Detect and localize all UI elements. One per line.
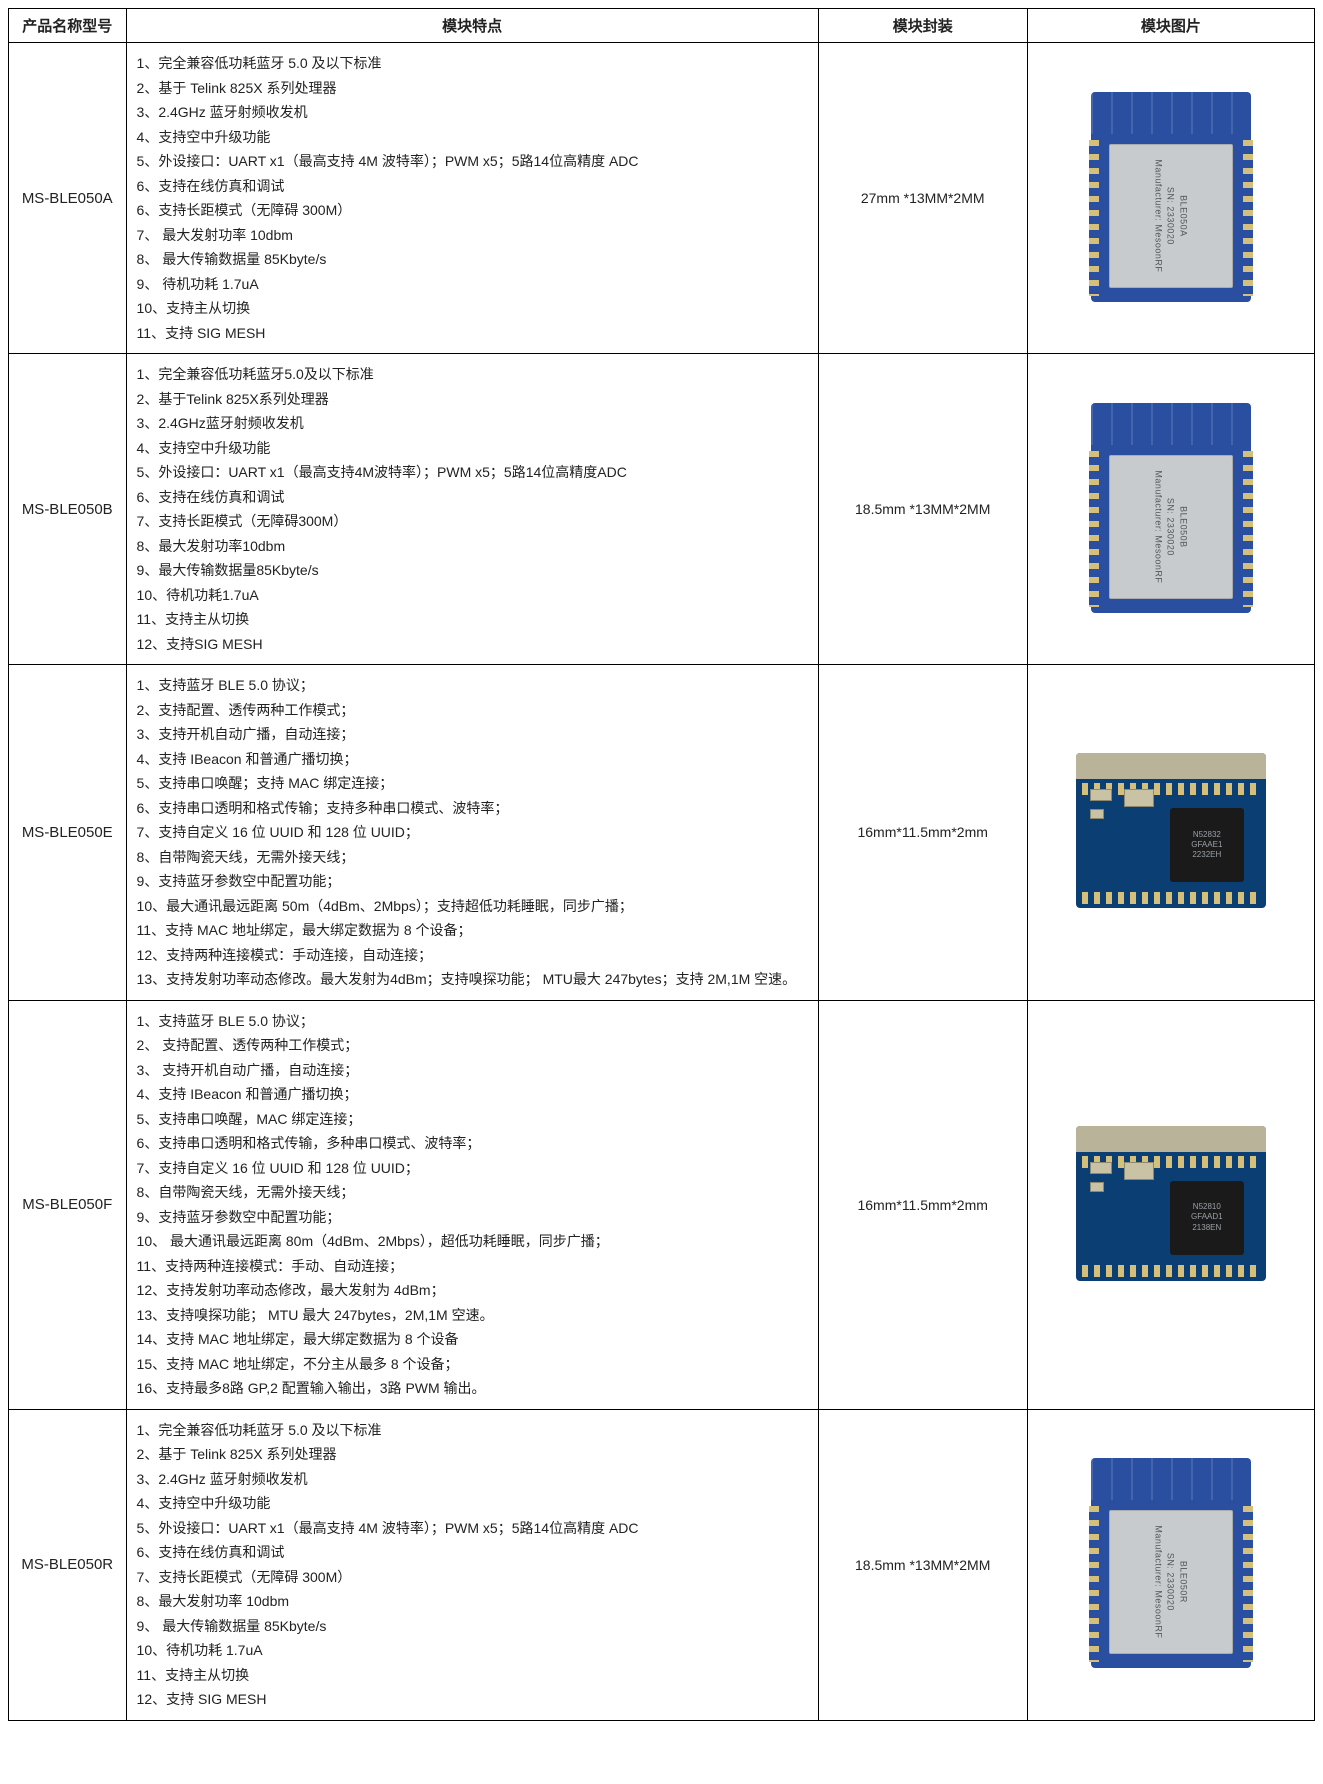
cell-image: N52810GFAAD12138EN — [1027, 1000, 1314, 1409]
cell-model: MS-BLE050E — [9, 665, 127, 1001]
cell-image: BLE050BSN: 2330020Manufacturer: MesoonRF — [1027, 354, 1314, 665]
cell-features: 1、完全兼容低功耗蓝牙 5.0 及以下标准2、基于 Telink 825X 系列… — [126, 43, 818, 354]
module-image: N52832GFAAE12232EH — [1076, 753, 1266, 908]
cell-package: 27mm *13MM*2MM — [818, 43, 1027, 354]
cell-model: MS-BLE050A — [9, 43, 127, 354]
cell-features: 1、支持蓝牙 BLE 5.0 协议；2、 支持配置、透传两种工作模式；3、 支持… — [126, 1000, 818, 1409]
header-package: 模块封装 — [818, 9, 1027, 43]
module-image: BLE050RSN: 2330020Manufacturer: MesoonRF — [1091, 1458, 1251, 1668]
header-features: 模块特点 — [126, 9, 818, 43]
cell-model: MS-BLE050F — [9, 1000, 127, 1409]
table-header-row: 产品名称型号 模块特点 模块封装 模块图片 — [9, 9, 1315, 43]
cell-package: 18.5mm *13MM*2MM — [818, 354, 1027, 665]
cell-image: N52832GFAAE12232EH — [1027, 665, 1314, 1001]
cell-model: MS-BLE050R — [9, 1409, 127, 1720]
cell-package: 16mm*11.5mm*2mm — [818, 1000, 1027, 1409]
cell-package: 18.5mm *13MM*2MM — [818, 1409, 1027, 1720]
cell-features: 1、支持蓝牙 BLE 5.0 协议；2、支持配置、透传两种工作模式；3、支持开机… — [126, 665, 818, 1001]
cell-features: 1、完全兼容低功耗蓝牙5.0及以下标准2、基于Telink 825X系列处理器3… — [126, 354, 818, 665]
cell-features: 1、完全兼容低功耗蓝牙 5.0 及以下标准2、基于 Telink 825X 系列… — [126, 1409, 818, 1720]
table-row: MS-BLE050R1、完全兼容低功耗蓝牙 5.0 及以下标准2、基于 Teli… — [9, 1409, 1315, 1720]
header-image: 模块图片 — [1027, 9, 1314, 43]
cell-image: BLE050RSN: 2330020Manufacturer: MesoonRF — [1027, 1409, 1314, 1720]
header-model: 产品名称型号 — [9, 9, 127, 43]
module-image: BLE050ASN: 2330020Manufacturer: MesoonRF — [1091, 92, 1251, 302]
cell-package: 16mm*11.5mm*2mm — [818, 665, 1027, 1001]
table-row: MS-BLE050F1、支持蓝牙 BLE 5.0 协议；2、 支持配置、透传两种… — [9, 1000, 1315, 1409]
cell-model: MS-BLE050B — [9, 354, 127, 665]
table-row: MS-BLE050B1、完全兼容低功耗蓝牙5.0及以下标准2、基于Telink … — [9, 354, 1315, 665]
cell-image: BLE050ASN: 2330020Manufacturer: MesoonRF — [1027, 43, 1314, 354]
module-image: N52810GFAAD12138EN — [1076, 1126, 1266, 1281]
table-row: MS-BLE050A1、完全兼容低功耗蓝牙 5.0 及以下标准2、基于 Teli… — [9, 43, 1315, 354]
module-image: BLE050BSN: 2330020Manufacturer: MesoonRF — [1091, 403, 1251, 613]
product-table: 产品名称型号 模块特点 模块封装 模块图片 MS-BLE050A1、完全兼容低功… — [8, 8, 1315, 1721]
table-row: MS-BLE050E1、支持蓝牙 BLE 5.0 协议；2、支持配置、透传两种工… — [9, 665, 1315, 1001]
